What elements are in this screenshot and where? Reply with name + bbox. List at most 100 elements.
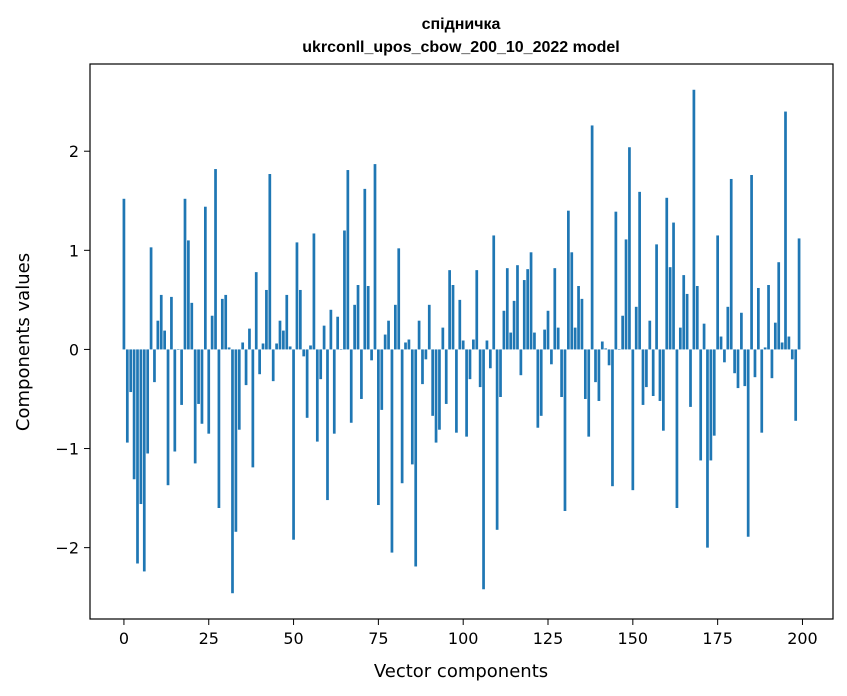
bar-117 — [519, 349, 523, 376]
bar-25 — [207, 349, 211, 434]
bar-195 — [784, 111, 787, 350]
bar-74 — [373, 164, 377, 350]
bar-149 — [628, 147, 631, 350]
bar-26 — [210, 315, 214, 350]
bar-46 — [278, 320, 282, 350]
bar-75 — [377, 349, 380, 506]
bar-124 — [543, 329, 546, 350]
bar-10 — [156, 320, 160, 350]
bar-51 — [295, 242, 299, 350]
bar-100 — [461, 340, 465, 350]
bar-129 — [560, 349, 563, 397]
bar-82 — [400, 349, 404, 484]
bar-84 — [407, 339, 411, 350]
bar-63 — [336, 316, 340, 350]
bar-119 — [526, 269, 530, 350]
bar-157 — [655, 244, 658, 350]
bar-160 — [665, 197, 669, 350]
bar-170 — [699, 349, 703, 461]
bar-131 — [567, 210, 570, 350]
bar-120 — [529, 252, 533, 350]
bar-152 — [638, 191, 641, 350]
bar-189 — [763, 347, 767, 350]
bar-185 — [750, 175, 753, 350]
bar-86 — [414, 349, 418, 567]
bar-96 — [448, 270, 451, 350]
bar-164 — [678, 327, 682, 350]
bar-138 — [590, 125, 594, 350]
bar-106 — [482, 349, 485, 590]
bar-45 — [275, 343, 278, 350]
bar-155 — [648, 320, 652, 350]
x-tick-label: 50 — [283, 629, 303, 648]
bar-76 — [380, 349, 384, 410]
bar-114 — [509, 332, 513, 350]
bar-148 — [624, 239, 628, 350]
bar-182 — [740, 312, 743, 350]
bar-161 — [668, 267, 672, 350]
bar-137 — [587, 349, 591, 437]
bar-24 — [203, 206, 207, 350]
bar-52 — [298, 289, 302, 350]
bar-36 — [244, 349, 248, 386]
bar-103 — [472, 339, 475, 350]
bar-145 — [614, 211, 618, 350]
bar-33 — [234, 349, 238, 532]
bar-60 — [326, 349, 329, 501]
bar-183 — [743, 349, 747, 387]
bar-144 — [611, 349, 614, 487]
bar-48 — [285, 294, 289, 350]
bar-153 — [641, 349, 645, 405]
bar-65 — [343, 230, 346, 350]
bar-188 — [760, 349, 764, 433]
bar-107 — [485, 340, 489, 350]
bar-88 — [421, 349, 424, 385]
y-tick-label: 0 — [69, 340, 79, 359]
bar-190 — [767, 285, 770, 350]
bar-175 — [716, 235, 720, 350]
bar-6 — [142, 349, 146, 572]
bar-28 — [217, 349, 221, 508]
bar-17 — [180, 349, 183, 405]
bar-21 — [193, 349, 197, 464]
bar-89 — [424, 349, 428, 360]
y-axis-ticks: −2 −1 0 1 2 — [55, 142, 90, 558]
bar-98 — [455, 349, 458, 433]
bar-154 — [645, 349, 648, 388]
bar-163 — [675, 349, 679, 508]
bar-44 — [271, 349, 275, 382]
bar-194 — [780, 342, 784, 350]
bar-87 — [417, 320, 421, 350]
bar-79 — [390, 349, 394, 553]
x-axis-label: Vector components — [374, 661, 548, 682]
bar-8 — [149, 247, 153, 350]
y-tick-label: −1 — [55, 440, 79, 459]
bar-50 — [292, 349, 295, 540]
bar-34 — [237, 349, 241, 430]
bar-167 — [689, 349, 692, 407]
bar-59 — [322, 325, 326, 350]
bar-159 — [662, 349, 665, 431]
bar-20 — [190, 302, 194, 350]
bar-181 — [736, 349, 740, 389]
x-tick-label: 125 — [533, 629, 564, 648]
bar-62 — [332, 349, 336, 434]
bar-95 — [444, 349, 448, 404]
x-tick-label: 150 — [618, 629, 649, 648]
bar-140 — [597, 349, 601, 401]
bar-93 — [438, 349, 441, 430]
bar-134 — [577, 286, 580, 350]
bar-162 — [672, 222, 675, 350]
bar-179 — [729, 178, 733, 350]
bar-42 — [265, 289, 268, 350]
bar-56 — [312, 233, 316, 350]
bar-113 — [505, 268, 509, 350]
bar-3 — [132, 349, 136, 480]
bar-123 — [539, 349, 543, 416]
bar-39 — [254, 272, 258, 350]
bar-105 — [478, 349, 482, 388]
bar-139 — [594, 349, 597, 383]
x-tick-label: 100 — [448, 629, 479, 648]
bar-9 — [153, 349, 156, 383]
